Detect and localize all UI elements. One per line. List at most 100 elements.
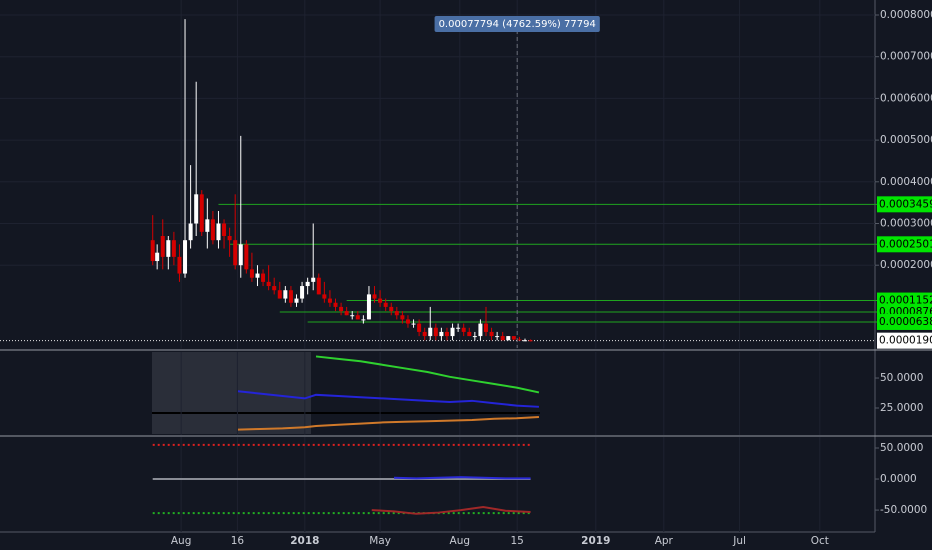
candle-body [255, 273, 260, 278]
crosshair-label-box [434, 16, 600, 32]
candle-body [394, 311, 399, 316]
candle-body [528, 340, 533, 342]
candle-body [461, 327, 466, 332]
candle-body [417, 323, 422, 332]
last-price-box [877, 332, 932, 349]
candle-body [277, 290, 282, 299]
y-tick-label: 50.0000 [880, 442, 923, 454]
candle-body [506, 336, 511, 341]
level-label: 0.00025012 [879, 238, 932, 250]
candle-body [294, 298, 299, 303]
y-tick-label: 0.00030000 [880, 218, 932, 230]
level-label-box [877, 196, 932, 213]
candle-body [517, 339, 522, 341]
candle-body [456, 327, 461, 329]
candle-body [311, 277, 316, 282]
candle-body [171, 240, 176, 257]
candle-body [333, 302, 338, 307]
level-label: 0.00011521 [879, 295, 932, 307]
candle-body [266, 281, 271, 287]
candle-body [372, 294, 377, 299]
y-tick-label: 25.0000 [880, 402, 923, 414]
candle-body [238, 244, 243, 266]
candle-body [383, 302, 388, 307]
candle-body [227, 236, 232, 241]
candle-body [150, 240, 155, 262]
y-tick-label: 0.00020000 [880, 259, 932, 271]
x-tick-label: Aug [171, 535, 192, 547]
candle-body [523, 340, 527, 342]
candle-body [467, 331, 472, 337]
shaded-region [152, 352, 311, 434]
candle-body [205, 219, 210, 232]
candle-body [272, 286, 277, 291]
candle-body [222, 223, 227, 237]
candle-body [495, 336, 500, 338]
level-label: 0.00034599 [879, 198, 932, 210]
candle-body [428, 327, 433, 337]
candle-body [411, 323, 416, 325]
x-tick-label: Apr [655, 535, 674, 547]
candle-body [444, 331, 449, 337]
candle-body [389, 306, 394, 312]
candle-body [322, 294, 327, 299]
y-tick-label: 0.00040000 [880, 176, 932, 188]
x-tick-label: 2019 [581, 535, 610, 547]
candle-body [166, 240, 171, 257]
candle-body [261, 273, 266, 282]
candle-body [288, 290, 293, 303]
candle-body [305, 281, 310, 287]
candle-body [422, 331, 427, 337]
candle-body [177, 256, 182, 274]
y-tick-label: 0.00080000 [880, 9, 932, 21]
x-tick-label: Aug [450, 535, 471, 547]
level-label-box [877, 313, 932, 330]
series-line [394, 476, 531, 480]
candle-body [316, 277, 321, 295]
series-line [371, 505, 531, 515]
y-tick-label: 0.00050000 [880, 134, 932, 146]
candle-body [216, 223, 221, 241]
candle-body [439, 331, 444, 337]
series-line [237, 390, 539, 408]
series-line [237, 416, 539, 431]
candle-body [244, 244, 249, 270]
level-label-box [877, 236, 932, 253]
candle-body [188, 223, 193, 241]
candle-body [433, 327, 438, 337]
candle-body [344, 311, 349, 316]
candle-body [511, 336, 516, 340]
crosshair-label: 0.00077794 (4762.59%) 77794 [439, 19, 596, 30]
candle-body [339, 306, 344, 312]
x-tick-label: 2018 [290, 535, 319, 547]
x-tick-label: Jul [732, 535, 746, 547]
candle-body [355, 315, 360, 320]
candle-body [472, 336, 477, 338]
x-tick-label: 16 [231, 535, 245, 547]
candle-body [160, 236, 165, 257]
candle-body [478, 323, 483, 337]
candle-body [489, 331, 494, 337]
y-tick-label: 0.00060000 [880, 92, 932, 104]
candle-body [405, 319, 410, 324]
series-line [315, 355, 540, 394]
candle-body [155, 252, 160, 262]
candle-body [400, 315, 405, 320]
level-label: 0.00006387 [879, 316, 932, 328]
candle-body [378, 298, 383, 303]
candle-body [327, 298, 332, 303]
candle-body [199, 194, 204, 232]
candle-body [194, 194, 199, 224]
y-tick-label: 0.0000 [880, 473, 917, 485]
candle-body [283, 290, 288, 299]
candle-body [361, 319, 366, 321]
candle-body [300, 286, 305, 299]
y-tick-label: 50.0000 [880, 372, 923, 384]
candle-body [366, 294, 371, 320]
candle-body [500, 336, 505, 341]
candle-body [210, 219, 215, 241]
candle-body [450, 327, 455, 337]
candle-body [350, 315, 355, 317]
